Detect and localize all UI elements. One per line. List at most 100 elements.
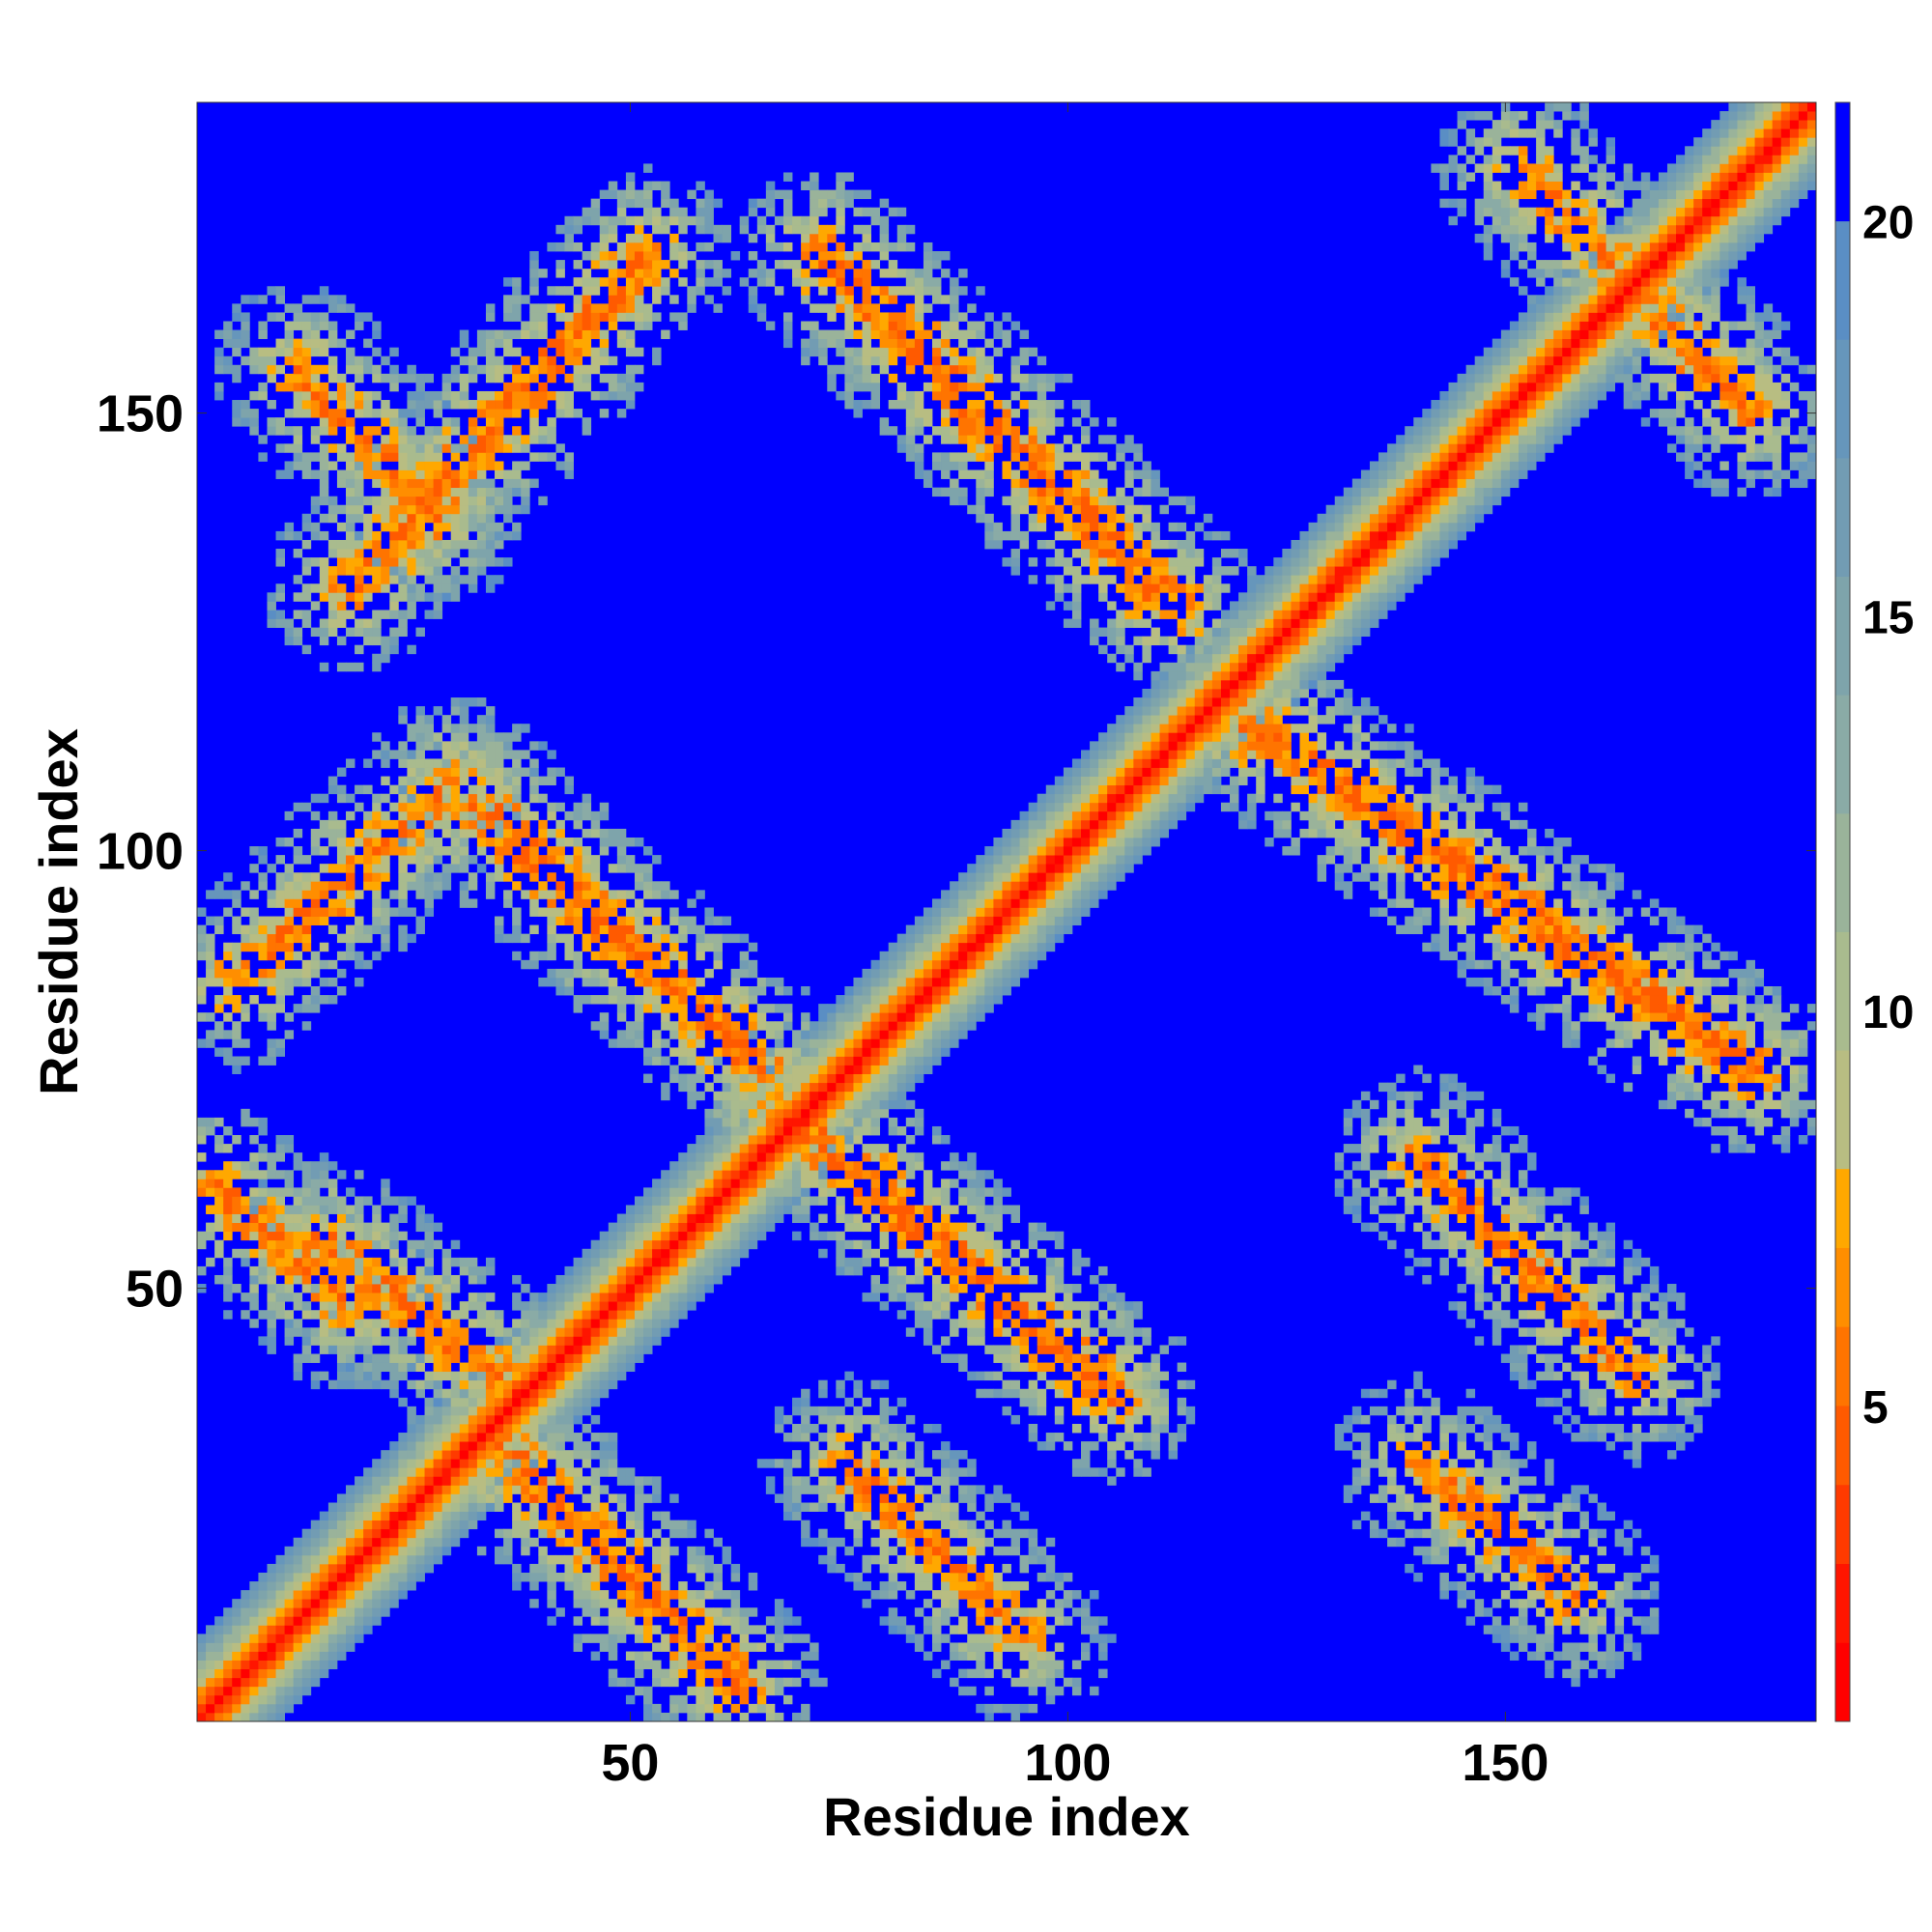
heatmap-cell [678, 1651, 688, 1661]
heatmap-cell [687, 1091, 696, 1101]
heatmap-cell [485, 837, 496, 847]
heatmap-cell [346, 810, 355, 821]
heatmap-cell [555, 260, 565, 270]
heatmap-cell [495, 1397, 504, 1407]
heatmap-cell [327, 355, 338, 366]
heatmap-cell [862, 1091, 871, 1101]
heatmap-cell [450, 1336, 461, 1346]
heatmap-cell [310, 1607, 321, 1617]
heatmap-cell [327, 1265, 338, 1276]
heatmap-cell [415, 1265, 425, 1276]
heatmap-cell [810, 1065, 819, 1074]
heatmap-cell [547, 1563, 556, 1574]
heatmap-cell [319, 627, 329, 638]
heatmap-cell [862, 1099, 871, 1110]
heatmap-cell [441, 1293, 452, 1302]
heatmap-cell [582, 1327, 592, 1337]
heatmap-cell [625, 1336, 636, 1346]
heatmap-cell [547, 1319, 556, 1328]
heatmap-cell [590, 1634, 601, 1643]
heatmap-cell [223, 338, 233, 349]
heatmap-cell [275, 426, 285, 436]
heatmap-cell [433, 504, 443, 515]
heatmap-cell [319, 1196, 329, 1206]
heatmap-cell [275, 890, 285, 899]
heatmap-cell [206, 1712, 215, 1722]
heatmap-cell [599, 810, 610, 821]
heatmap-cell [634, 215, 644, 226]
heatmap-cell [634, 1485, 644, 1494]
heatmap-cell [372, 1257, 382, 1267]
heatmap-cell [748, 1205, 758, 1214]
heatmap-cell [310, 1161, 321, 1171]
heatmap-cell [582, 802, 592, 812]
heatmap-cell [450, 846, 461, 856]
heatmap-cell [853, 1414, 863, 1425]
heatmap-cell [336, 1502, 347, 1512]
heatmap-cell [363, 557, 373, 567]
heatmap-cell [634, 1265, 644, 1276]
heatmap-cell [197, 1231, 207, 1241]
heatmap-cell [495, 575, 504, 584]
heatmap-cell [319, 321, 329, 330]
heatmap-cell [529, 1336, 539, 1346]
heatmap-cell [433, 592, 443, 602]
heatmap-cell [756, 1099, 767, 1110]
heatmap-cell [407, 557, 416, 567]
heatmap-cell [564, 1485, 574, 1494]
heatmap-cell [748, 1170, 758, 1179]
heatmap-cell [661, 1511, 670, 1521]
heatmap-cell [818, 1459, 828, 1468]
heatmap-cell [293, 881, 303, 891]
heatmap-cell [407, 881, 416, 891]
heatmap-cell [450, 1485, 461, 1494]
heatmap-cell [327, 1336, 338, 1346]
heatmap-cell [476, 566, 487, 576]
heatmap-cell [625, 942, 636, 952]
heatmap-cell [485, 1293, 496, 1302]
heatmap-cell [346, 452, 355, 462]
heatmap-cell [853, 1213, 863, 1224]
heatmap-cell [319, 1310, 329, 1320]
heatmap-cell [241, 968, 250, 979]
heatmap-cell [634, 1205, 644, 1214]
heatmap-cell [415, 382, 425, 392]
heatmap-cell [599, 1537, 610, 1548]
heatmap-cell [801, 215, 810, 226]
heatmap-cell [407, 575, 416, 584]
heatmap-cell [555, 828, 565, 838]
heatmap-cell [538, 1345, 548, 1354]
heatmap-cell [415, 724, 425, 733]
heatmap-cell [503, 1371, 513, 1381]
heatmap-cell [206, 1660, 215, 1670]
heatmap-cell [801, 1406, 810, 1416]
heatmap-cell [381, 898, 390, 908]
heatmap-cell [398, 942, 408, 952]
heatmap-cell [774, 1179, 784, 1188]
heatmap-cell [599, 916, 610, 925]
heatmap-cell [336, 592, 347, 602]
heatmap-cell [625, 907, 636, 917]
heatmap-cell [232, 924, 242, 935]
heatmap-cell [652, 355, 662, 366]
heatmap-cell [267, 1634, 276, 1643]
heatmap-cell [503, 819, 513, 830]
heatmap-cell [284, 1012, 295, 1022]
heatmap-cell [424, 855, 435, 865]
heatmap-cell [652, 924, 662, 935]
heatmap-cell [424, 443, 435, 453]
heatmap-cell [398, 1397, 408, 1407]
heatmap-cell [275, 1004, 285, 1013]
heatmap-cell [590, 1511, 601, 1521]
heatmap-cell [355, 390, 364, 401]
heatmap-cell [346, 347, 355, 357]
heatmap-cell [249, 417, 259, 427]
heatmap-cell [441, 872, 452, 882]
heatmap-cell [818, 286, 828, 296]
heatmap-cell [381, 855, 390, 865]
heatmap-cell [652, 224, 662, 235]
heatmap-cell [739, 1152, 750, 1162]
heatmap-cell [459, 400, 469, 410]
heatmap-cell [468, 566, 478, 576]
heatmap-cell [206, 977, 215, 987]
